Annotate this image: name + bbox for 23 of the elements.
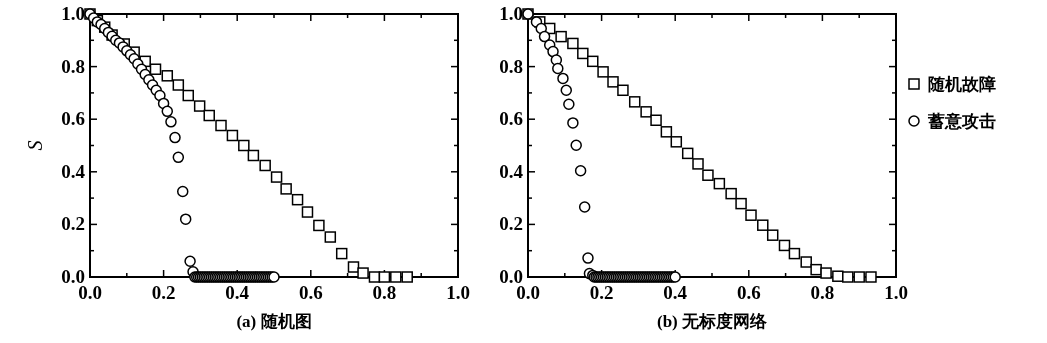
x-tick-label: 0.4 xyxy=(225,282,250,303)
legend-label: 蓄意攻击 xyxy=(927,112,996,131)
y-tick-label: 0.8 xyxy=(61,55,85,77)
x-axis-title: (b) 无标度网络 xyxy=(656,312,769,331)
x-tick-label: 0.2 xyxy=(151,282,176,303)
y-tick-label: 0.2 xyxy=(499,213,523,235)
y-axis-title: S xyxy=(24,140,46,151)
x-tick-label: 0.4 xyxy=(663,282,688,303)
y-tick-label: 0.6 xyxy=(61,108,85,130)
x-tick-label: 0.8 xyxy=(372,282,397,303)
x-axis-title: (a) 随机图 xyxy=(236,312,312,331)
x-tick-label: 1.0 xyxy=(446,282,470,303)
y-tick-label: 0.6 xyxy=(499,108,523,130)
x-tick-label: 1.0 xyxy=(884,282,908,303)
x-tick-label: 0.6 xyxy=(298,282,323,303)
y-tick-label: 0.4 xyxy=(61,160,86,182)
y-tick-label: 0.2 xyxy=(61,213,85,235)
legend-label: 随机故障 xyxy=(928,75,996,94)
x-tick-label: 0.8 xyxy=(810,282,835,303)
x-tick-label: 0.2 xyxy=(589,282,614,303)
y-tick-label: 0.4 xyxy=(499,160,524,182)
y-tick-label: 0.8 xyxy=(499,55,523,77)
x-tick-label: 0.6 xyxy=(736,282,761,303)
